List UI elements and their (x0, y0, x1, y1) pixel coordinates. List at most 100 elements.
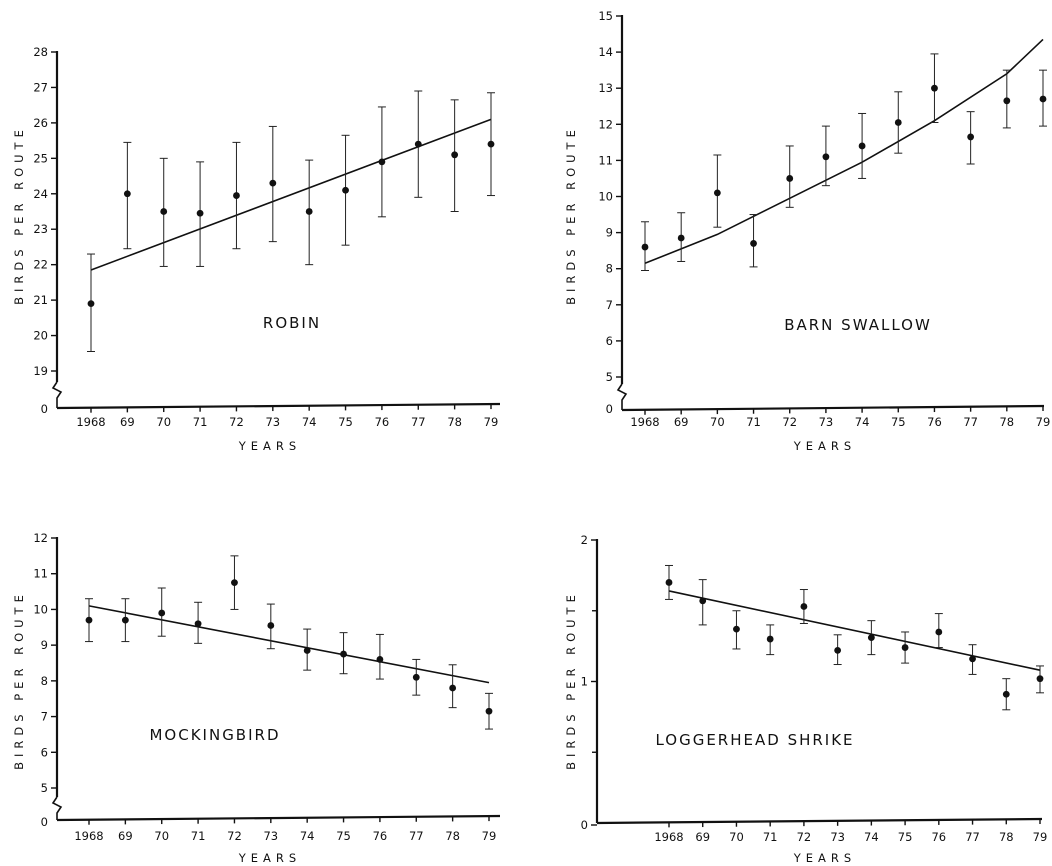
barn-swallow-x-tick-label: 70 (710, 415, 725, 429)
barn-swallow-y-tick-label: 13 (598, 81, 613, 95)
loggerhead-shrike-data-point (935, 628, 943, 636)
mockingbird-x-tick-label: 71 (191, 829, 206, 843)
barn-swallow-y-axis-title: BIRDS PER ROUTE (564, 125, 578, 305)
robin-data-point (123, 190, 131, 198)
barn-swallow-y-tick-label: 12 (598, 117, 613, 131)
mockingbird-data-point (121, 616, 129, 624)
mockingbird-data-point (303, 647, 311, 654)
barn-swallow-y-tick-label: 14 (598, 45, 613, 59)
mockingbird-x-tick-label: 79 (482, 829, 497, 843)
loggerhead-shrike-x-tick-label: 75 (898, 830, 913, 844)
robin-data-point (160, 208, 168, 215)
robin-x-tick-label: 76 (375, 415, 390, 429)
loggerhead-shrike-data-point (733, 625, 740, 633)
mockingbird-data-point (194, 620, 202, 628)
loggerhead-shrike-x-tick-label: 69 (695, 830, 710, 844)
barn-swallow-y-zero-label: 0 (606, 402, 613, 416)
barn-swallow-data-point (786, 175, 794, 182)
loggerhead-shrike-x-tick-label: 70 (729, 830, 744, 844)
barn-swallow-y-tick-label: 11 (598, 153, 613, 167)
loggerhead-shrike-y-axis-title: BIRDS PER ROUTE (564, 590, 578, 770)
robin-trend-line (90, 118, 492, 271)
mockingbird-data-point (267, 622, 275, 629)
barn-swallow-data-point (858, 142, 866, 150)
robin-y-tick-label: 26 (33, 116, 48, 130)
robin-data-point (305, 208, 313, 215)
robin-y-tick-label: 28 (33, 45, 48, 59)
robin-data-point (233, 192, 240, 199)
mockingbird-x-axis (56, 814, 501, 822)
robin-y-tick-label: 23 (33, 222, 48, 236)
robin-y-zero-label: 0 (41, 402, 48, 416)
mockingbird-x-axis-title: YEARS (238, 851, 301, 865)
barn-swallow-x-tick-label: 79 (1036, 415, 1051, 429)
barn-swallow-y-tick-label: 5 (606, 370, 613, 384)
mockingbird-x-tick-label: 74 (300, 829, 315, 843)
loggerhead-shrike-y-tick-label: 1 (581, 675, 588, 689)
loggerhead-shrike-x-tick-label: 74 (864, 830, 879, 844)
robin-x-tick-label: 71 (193, 415, 208, 429)
barn-swallow-x-tick-label: 71 (746, 415, 761, 429)
robin-data-point (451, 151, 459, 159)
loggerhead-shrike-x-tick-label: 76 (931, 830, 946, 844)
robin-y-tick-label: 19 (33, 364, 48, 378)
barn-swallow-x-tick-label: 77 (963, 415, 978, 429)
barn-swallow-x-tick-label: 75 (891, 415, 906, 429)
barn-swallow-data-point (1039, 95, 1047, 103)
mockingbird-species-label: MOCKINGBIRD (149, 726, 280, 744)
loggerhead-shrike-data-point (969, 655, 976, 663)
mockingbird-y-tick-label: 11 (33, 567, 48, 581)
mockingbird-y-tick-label: 10 (33, 602, 48, 616)
mockingbird-x-tick-label: 73 (263, 829, 278, 843)
mockingbird-data-point (158, 609, 166, 617)
mockingbird-x-tick-label: 76 (373, 829, 388, 843)
barn-swallow-trend-curve (644, 38, 1044, 265)
robin-axis-break (51, 381, 63, 408)
loggerhead-shrike-x-tick-label: 1968 (654, 830, 683, 844)
loggerhead-shrike-x-axis-title: YEARS (793, 851, 856, 865)
mockingbird-data-point (412, 673, 420, 681)
mockingbird-data-point (376, 656, 384, 663)
mockingbird-data-point (340, 650, 347, 658)
robin-data-point (342, 186, 349, 194)
mockingbird-x-tick-label: 77 (409, 829, 424, 843)
robin-x-tick-label: 78 (447, 415, 462, 429)
loggerhead-shrike-x-tick-label: 79 (1033, 830, 1048, 844)
robin-data-point (87, 300, 95, 308)
robin-y-tick-label: 22 (33, 258, 48, 272)
robin-x-tick-label: 70 (156, 415, 171, 429)
loggerhead-shrike-y-tick-label: 0 (581, 818, 588, 832)
barn-swallow-x-axis-title: YEARS (793, 439, 856, 453)
mockingbird-data-point (231, 579, 238, 587)
barn-swallow-x-tick-label: 74 (855, 415, 870, 429)
mockingbird-data-point (485, 707, 493, 715)
robin-y-tick-label: 21 (33, 293, 48, 307)
robin-x-axis (56, 402, 501, 410)
barn-swallow-data-point (713, 189, 721, 197)
barn-swallow-data-point (894, 119, 902, 126)
robin-y-tick-label: 20 (33, 329, 48, 343)
loggerhead-shrike-x-tick-label: 78 (999, 830, 1014, 844)
robin-x-tick-label: 75 (338, 415, 353, 429)
barn-swallow-y-tick-label: 6 (606, 334, 613, 348)
barn-swallow-y-tick-label: 9 (606, 226, 613, 240)
loggerhead-shrike-data-point (766, 635, 774, 643)
robin-x-tick-label: 74 (302, 415, 317, 429)
robin-x-tick-label: 77 (411, 415, 426, 429)
mockingbird-x-tick-label: 72 (227, 829, 242, 843)
mockingbird-x-tick-label: 1968 (74, 829, 103, 843)
mockingbird-x-tick-label: 75 (336, 829, 351, 843)
loggerhead-shrike-x-tick-label: 72 (797, 830, 812, 844)
robin-chart: 19 20 21 22 23 24 25 26 27 28 0 1968 69 70 71 72 73 74 75 7… (12, 45, 501, 453)
mockingbird-y-tick-label: 12 (33, 531, 48, 545)
loggerhead-shrike-species-label: LOGGERHEAD SHRIKE (655, 731, 854, 749)
barn-swallow-data-point (1003, 97, 1011, 105)
mockingbird-y-tick-label: 5 (41, 781, 48, 795)
robin-y-tick-label: 27 (33, 80, 48, 94)
mockingbird-data-point (85, 616, 93, 624)
barn-swallow-data-point (822, 153, 830, 161)
robin-species-label: ROBIN (263, 314, 321, 332)
